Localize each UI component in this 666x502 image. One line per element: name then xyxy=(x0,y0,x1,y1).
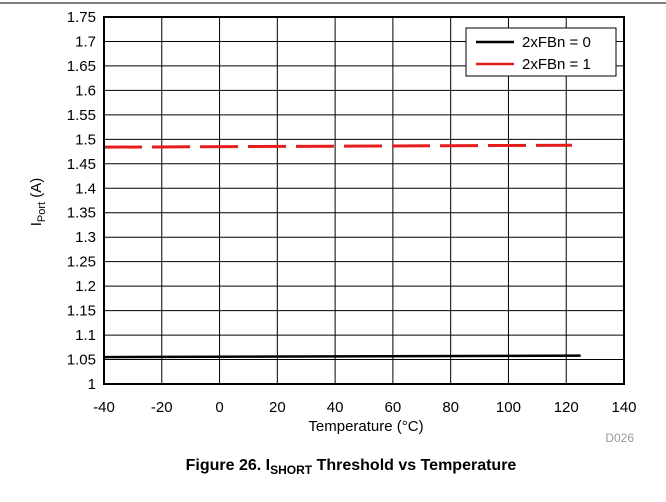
y-tick-label: 1 xyxy=(88,376,96,393)
x-tick-label: -20 xyxy=(151,399,173,416)
x-tick-label: 40 xyxy=(327,399,344,416)
legend-label-series-0: 2xFBn = 0 xyxy=(522,34,591,51)
y-axis-title: IPort (A) xyxy=(28,178,48,227)
x-tick-label: 80 xyxy=(442,399,459,416)
series-layer xyxy=(103,143,581,359)
legend: 2xFBn = 0 2xFBn = 1 xyxy=(465,27,617,77)
y-tick-label: 1.3 xyxy=(75,229,96,246)
y-tick-label: 1.35 xyxy=(67,205,96,222)
y-tick-labels: 1 1.05 1.1 1.15 1.2 1.25 1.3 1.35 1.4 1.45 1.5 1.55… xyxy=(67,9,96,393)
plot-border xyxy=(103,16,625,385)
y-axis-title-subscript: Port xyxy=(36,202,48,222)
y-tick-label: 1.65 xyxy=(67,58,96,75)
figure-caption: Figure 26. ISHORT Threshold vs Temperatu… xyxy=(186,457,517,477)
y-tick-label: 1.7 xyxy=(75,33,96,50)
x-tick-labels: -40 -20 0 20 40 60 80 100 120 140 xyxy=(93,399,636,416)
caption-suffix: Threshold vs Temperature xyxy=(312,457,516,474)
x-tick-label: 60 xyxy=(385,399,402,416)
y-axis-title-suffix: (A) xyxy=(28,178,45,202)
caption-subscript: SHORT xyxy=(270,463,313,477)
x-tick-label: 100 xyxy=(496,399,521,416)
y-tick-label: 1.1 xyxy=(75,327,96,344)
x-axis-title: Temperature (°C) xyxy=(308,418,423,435)
x-tick-label: -40 xyxy=(93,399,115,416)
y-tick-label: 1.75 xyxy=(67,9,96,26)
y-tick-label: 1.25 xyxy=(67,254,96,271)
legend-label-series-1: 2xFBn = 1 xyxy=(522,56,591,73)
x-tick-label: 20 xyxy=(269,399,286,416)
y-tick-label: 1.05 xyxy=(67,352,96,369)
legend-box xyxy=(465,27,617,77)
y-tick-label: 1.6 xyxy=(75,82,96,99)
series-line-0 xyxy=(103,354,581,359)
x-tick-label: 120 xyxy=(554,399,579,416)
y-tick-label: 1.55 xyxy=(67,107,96,124)
x-tick-label: 140 xyxy=(611,399,636,416)
y-tick-label: 1.4 xyxy=(75,180,96,197)
y-tick-label: 1.45 xyxy=(67,156,96,173)
y-tick-label: 1.15 xyxy=(67,303,96,320)
y-tick-label: 1.2 xyxy=(75,278,96,295)
figure-code: D026 xyxy=(605,431,634,445)
y-tick-label: 1.5 xyxy=(75,131,96,148)
series-line-1 xyxy=(103,143,573,149)
caption-prefix: Figure 26. I xyxy=(186,457,270,474)
y-axis-title-main: I xyxy=(28,222,45,226)
x-tick-label: 0 xyxy=(215,399,223,416)
